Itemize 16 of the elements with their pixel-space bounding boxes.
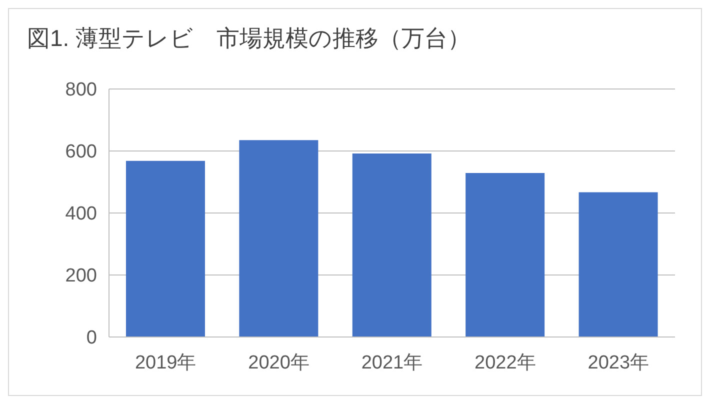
bar (126, 160, 205, 337)
x-tick-label: 2021年 (361, 352, 423, 374)
x-tick-label: 2019年 (134, 352, 196, 374)
chart-title: 図1. 薄型テレビ 市場規模の推移（万台） (27, 24, 471, 53)
bar (239, 140, 318, 337)
y-tick-label: 800 (65, 80, 97, 101)
bar (352, 153, 432, 337)
bar (466, 173, 545, 337)
y-tick-label: 600 (65, 142, 97, 163)
y-tick-label: 0 (86, 328, 97, 349)
x-tick-label: 2023年 (588, 352, 650, 374)
x-tick-label: 2020年 (248, 352, 310, 374)
y-tick-label: 200 (65, 266, 97, 287)
y-tick-label: 400 (65, 204, 97, 225)
x-tick-label: 2022年 (474, 352, 536, 374)
bar (578, 192, 658, 337)
